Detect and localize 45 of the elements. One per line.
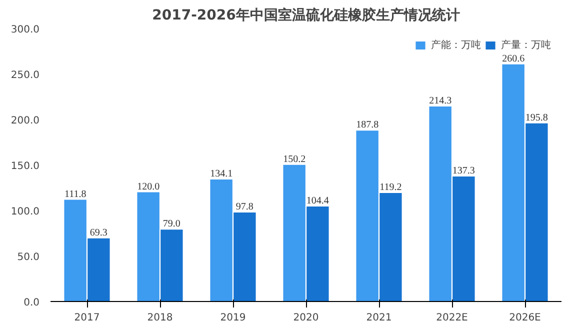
bar [356, 130, 378, 302]
y-tick-label: 0.0 [24, 298, 40, 308]
text: 79.0 [162, 218, 180, 230]
text: 119.2 [380, 182, 402, 194]
legend-label: 产能：万吨 [431, 38, 481, 52]
x-tick-label: 2018 [147, 312, 173, 324]
y-tick-label: 200.0 [10, 116, 40, 126]
y-tick-label: 250.0 [10, 70, 40, 81]
chart-title: 2017-2026年中国室温硫化硅橡胶生产情况统计 [152, 6, 460, 24]
bar [502, 64, 524, 302]
y-tick-label: 300.0 [10, 24, 40, 36]
bar [306, 206, 329, 302]
text: 260.6 [502, 53, 525, 64]
y-tick-label: 100.0 [10, 206, 40, 218]
bar [429, 106, 452, 302]
x-tick-label: 2026E [509, 312, 541, 324]
text: 69.3 [90, 227, 108, 238]
legend-label: 产量：万吨 [501, 38, 551, 52]
bar [88, 238, 110, 302]
x-tick-label: 2022E [436, 312, 468, 324]
x-tick-label: 2019 [220, 312, 246, 324]
bar [526, 123, 548, 302]
y-tick-label: 50.0 [17, 252, 40, 263]
bar [160, 230, 183, 302]
bar [137, 192, 160, 302]
bar [64, 200, 86, 302]
bar [452, 176, 475, 302]
x-tick-label: 2021 [366, 312, 392, 324]
text: 120.0 [137, 181, 160, 192]
bar [283, 164, 306, 302]
text: 214.3 [429, 95, 452, 106]
text: 137.3 [452, 166, 475, 177]
bar [380, 193, 402, 302]
x-tick-label: 2017 [74, 312, 100, 324]
y-tick-label: 150.0 [10, 161, 40, 172]
text: 195.8 [525, 112, 548, 124]
text: 111.8 [64, 188, 86, 200]
text: 97.8 [236, 202, 254, 212]
text: 134.1 [210, 168, 233, 180]
text: 187.8 [356, 120, 379, 131]
bar [234, 212, 256, 302]
x-tick-label: 2020 [293, 312, 319, 324]
text: 104.4 [306, 195, 329, 206]
text: 150.2 [283, 154, 306, 165]
bar [210, 179, 232, 302]
